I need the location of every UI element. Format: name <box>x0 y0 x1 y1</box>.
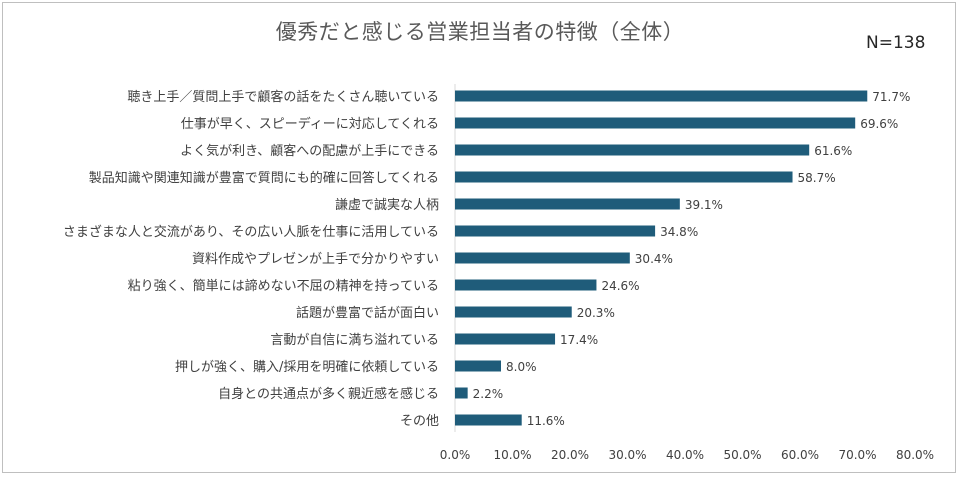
bar <box>455 90 868 102</box>
x-tick-label: 80.0% <box>896 448 934 462</box>
value-label: 69.6% <box>860 117 898 131</box>
value-label: 58.7% <box>798 171 836 185</box>
x-tick-label: 40.0% <box>666 448 704 462</box>
category-label: 自身との共通点が多く親近感を感じる <box>218 386 439 402</box>
category-label: よく気が利き、顧客への配慮が上手にできる <box>180 143 439 159</box>
x-tick-label: 70.0% <box>838 448 876 462</box>
x-tick-label: 30.0% <box>608 448 646 462</box>
sample-size-label: N=138 <box>866 33 926 53</box>
value-label: 71.7% <box>872 90 910 104</box>
bar <box>455 171 793 183</box>
bar <box>455 225 656 237</box>
category-label: さまざまな人と交流があり、その広い人脈を仕事に活用している <box>63 224 439 240</box>
bar <box>455 144 810 156</box>
value-label: 61.6% <box>814 144 852 158</box>
value-label: 24.6% <box>601 279 639 293</box>
x-tick-label: 0.0% <box>440 448 471 462</box>
x-tick-label: 20.0% <box>551 448 589 462</box>
value-label: 2.2% <box>473 387 504 401</box>
category-label: 言動が自信に満ち溢れている <box>270 333 439 348</box>
bar <box>455 306 572 318</box>
bar <box>455 117 856 129</box>
x-tick-label: 10.0% <box>493 448 531 462</box>
bar <box>455 279 597 291</box>
bar <box>455 414 522 426</box>
x-tick-label: 60.0% <box>781 448 819 462</box>
value-label: 17.4% <box>560 333 598 347</box>
category-label: 粘り強く、簡単には諦めない不屈の精神を持っている <box>128 278 439 294</box>
value-label: 39.1% <box>685 198 723 212</box>
chart-title: 優秀だと感じる営業担当者の特徴（全体） <box>275 20 685 44</box>
bar <box>455 387 468 399</box>
category-label: その他 <box>400 414 439 429</box>
value-label: 8.0% <box>506 360 537 374</box>
category-label: 聴き上手／質問上手で顧客の話をたくさん聴いている <box>127 89 439 105</box>
bar <box>455 198 680 210</box>
category-label: 仕事が早く、スピーディーに対応してくれる <box>181 116 439 132</box>
category-label: 話題が豊富で話が面白い <box>296 305 439 321</box>
category-label: 資料作成やプレゼンが上手で分かりやすい <box>192 252 439 267</box>
value-label: 34.8% <box>660 225 698 239</box>
category-label: 謙虚で誠実な人柄 <box>335 197 439 213</box>
x-tick-label: 50.0% <box>723 448 761 462</box>
bar <box>455 333 556 345</box>
category-label: 押しが強く、購入/採用を明確に依頼している <box>175 359 439 375</box>
value-label: 20.3% <box>577 306 615 320</box>
bar <box>455 360 501 372</box>
bar <box>455 252 630 264</box>
value-label: 11.6% <box>527 414 565 428</box>
value-label: 30.4% <box>635 252 673 266</box>
category-label: 製品知識や関連知識が豊富で質問にも的確に回答してくれる <box>89 170 439 186</box>
